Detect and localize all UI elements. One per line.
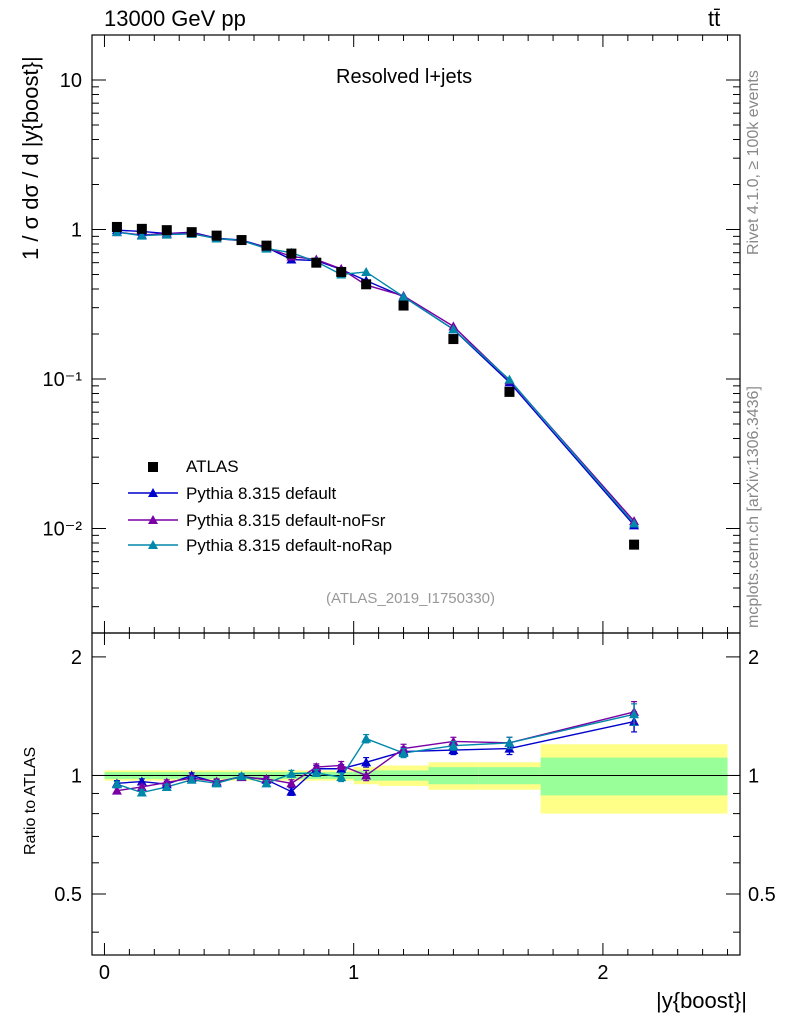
data-point [361,279,372,290]
data-point [629,539,640,550]
ratio-point-noRap [398,748,409,758]
ratio-point-noRap [311,767,322,777]
ratio-point-noRap [161,781,172,791]
legend-marker-data [148,462,158,472]
ratio-point-noRap [629,709,640,719]
data-point [504,386,515,397]
data-point [261,240,272,251]
analysis-label: (ATLAS_2019_I1750330) [326,590,496,607]
series-point-noRap [361,266,372,276]
ratio-point-noRap [211,778,222,788]
x-tick-label: 1 [348,962,359,984]
legend-label-nofsr: Pythia 8.315 default-noFsr [186,511,386,530]
legend-label-norap: Pythia 8.315 default-noRap [186,536,393,555]
ratio-y-tick-label-left: 1 [71,765,82,787]
series-point-noRap [448,324,459,334]
ratio-point-noRap [136,787,147,797]
series-point-noRap [504,374,515,384]
data-point [236,235,247,246]
data-point [111,221,122,232]
data-point [211,230,222,241]
data-point [448,334,459,345]
main-y-tick-label: 10⁻² [43,519,83,541]
ratio-point-noFsr [111,785,122,795]
ratio-point-noFsr [286,778,297,788]
main-y-tick-label: 1 [71,220,82,242]
legend-marker-default [148,488,158,497]
ratio-y-tick-label-right: 1 [748,765,759,787]
ratio-point-noRap [504,737,515,747]
data-point [161,225,172,236]
x-axis-label: |y{boost}| [656,988,747,1013]
ratio-point-noRap [448,740,459,750]
ratio-point-noFsr [336,760,347,770]
main-y-tick-label: 10 [60,70,82,92]
data-point [398,300,409,311]
legend-marker-noRap [148,540,158,549]
ratio-point-default [136,776,147,786]
x-tick-label: 2 [597,962,608,984]
main-y-tick-label: 10⁻¹ [43,369,83,391]
data-point [286,248,297,259]
data-point [336,266,347,277]
ratio-y-tick-label-right: 0.5 [748,884,776,906]
ratio-point-noRap [361,733,372,743]
ratio-y-tick-label-right: 2 [748,647,759,669]
ratio-point-noRap [336,772,347,782]
ratio-point-noFsr [361,770,372,780]
series-point-noRap [136,230,147,240]
series-point-noRap [398,291,409,301]
ratio-point-noRap [236,771,247,781]
legend-label-data: ATLAS [186,457,239,476]
process-label: tt̄ [708,6,721,31]
energy-label: 13000 GeV pp [104,6,246,31]
ratio-point-default [286,786,297,796]
ratio-point-noFsr [136,781,147,791]
series-line-noFsr [116,231,635,522]
ratio-point-noRap [186,774,197,784]
x-tick-label: 0 [99,962,110,984]
data-point [311,257,322,268]
series-point-noRap [629,518,640,528]
uncertainty-band-inner [540,757,728,796]
ratio-panel-frame [91,632,741,956]
data-point [186,227,197,238]
series-line-default [116,229,635,526]
ratio-point-default [361,757,372,767]
ratio-y-tick-label-left: 0.5 [54,884,82,906]
ratio-y-tick-label-left: 2 [71,647,82,669]
ratio-point-noRap [261,778,272,788]
legend-label-default: Pythia 8.315 default [186,484,337,503]
legend-marker-noFsr [148,515,158,524]
ratio-point-noRap [286,768,297,778]
series-line-noRap [116,231,635,524]
data-point [136,223,147,234]
main-panel-frame [91,34,741,634]
ratio-point-noFsr [311,762,322,772]
chart-title: Resolved l+jets [336,66,473,88]
ratio-point-noRap [111,779,122,789]
